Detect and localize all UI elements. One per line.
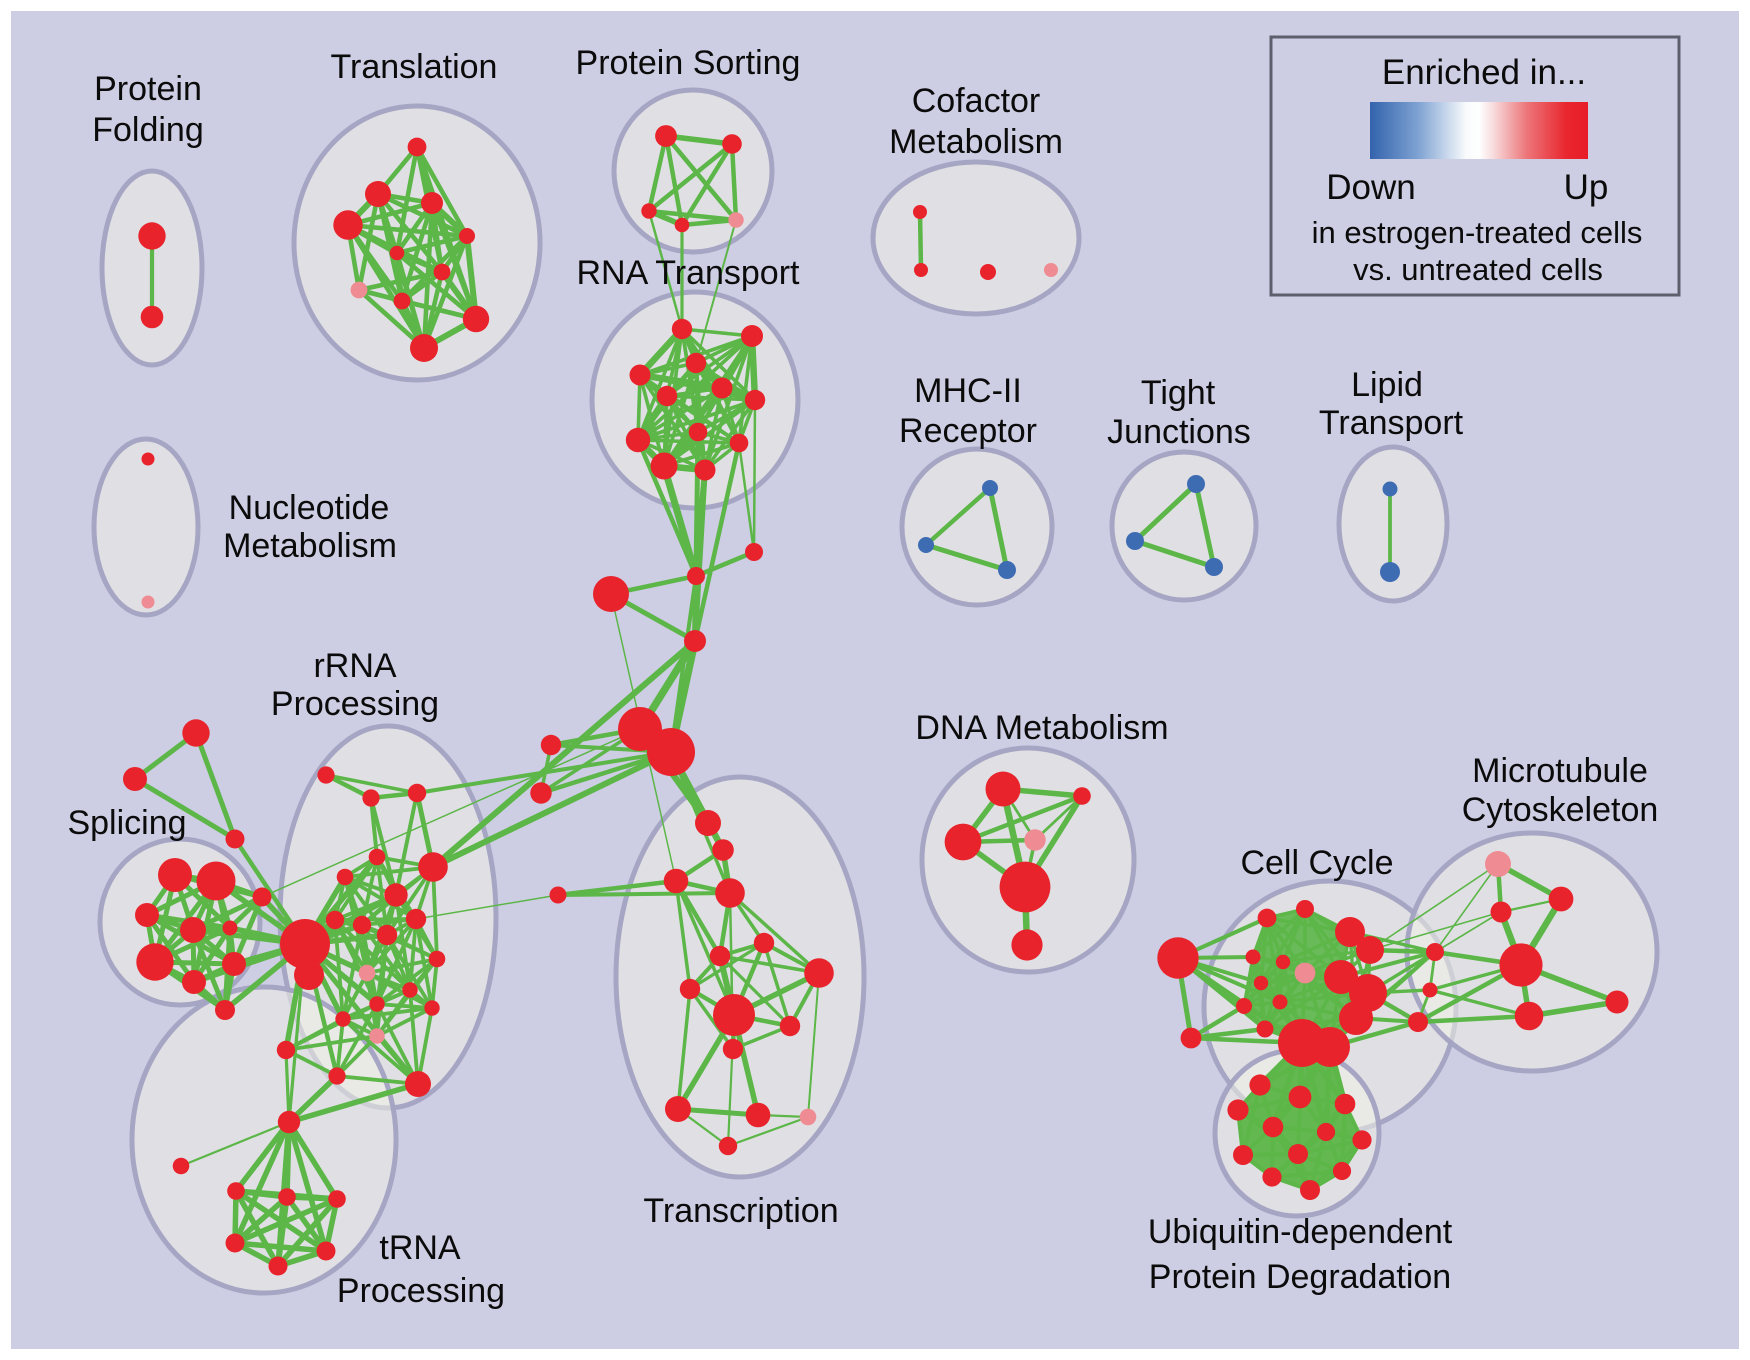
svg-text:Processing: Processing: [337, 1272, 505, 1310]
svg-text:Transcription: Transcription: [643, 1192, 838, 1230]
svg-text:RNA Transport: RNA Transport: [577, 254, 801, 292]
svg-text:vs. untreated cells: vs. untreated cells: [1353, 252, 1603, 287]
svg-text:Cell Cycle: Cell Cycle: [1240, 844, 1393, 882]
svg-text:Metabolism: Metabolism: [223, 527, 397, 565]
svg-text:in estrogen-treated cells: in estrogen-treated cells: [1312, 215, 1643, 250]
svg-text:Nucleotide: Nucleotide: [229, 489, 390, 527]
svg-text:Cofactor: Cofactor: [912, 82, 1041, 120]
svg-text:Down: Down: [1326, 168, 1415, 207]
svg-text:Cytoskeleton: Cytoskeleton: [1462, 791, 1659, 829]
svg-text:Folding: Folding: [92, 111, 204, 149]
svg-text:Tight: Tight: [1141, 374, 1216, 412]
svg-text:DNA Metabolism: DNA Metabolism: [915, 709, 1168, 747]
svg-text:tRNA: tRNA: [379, 1229, 461, 1267]
svg-text:Protein: Protein: [94, 70, 202, 108]
svg-text:Lipid: Lipid: [1351, 366, 1423, 404]
svg-text:rRNA: rRNA: [313, 647, 396, 685]
svg-text:Receptor: Receptor: [899, 412, 1037, 450]
svg-text:Junctions: Junctions: [1107, 413, 1251, 451]
svg-text:Splicing: Splicing: [67, 804, 186, 842]
svg-text:Metabolism: Metabolism: [889, 123, 1063, 161]
svg-text:Protein Degradation: Protein Degradation: [1149, 1258, 1451, 1296]
svg-text:Ubiquitin-dependent: Ubiquitin-dependent: [1148, 1213, 1453, 1251]
svg-text:Processing: Processing: [271, 685, 439, 723]
svg-text:MHC-II: MHC-II: [914, 372, 1022, 410]
svg-text:Microtubule: Microtubule: [1472, 752, 1648, 790]
svg-text:Transport: Transport: [1319, 404, 1464, 442]
svg-text:Up: Up: [1564, 168, 1609, 207]
svg-text:Protein Sorting: Protein Sorting: [576, 44, 801, 82]
svg-text:Translation: Translation: [331, 48, 498, 86]
svg-text:Enriched in...: Enriched in...: [1382, 53, 1586, 92]
